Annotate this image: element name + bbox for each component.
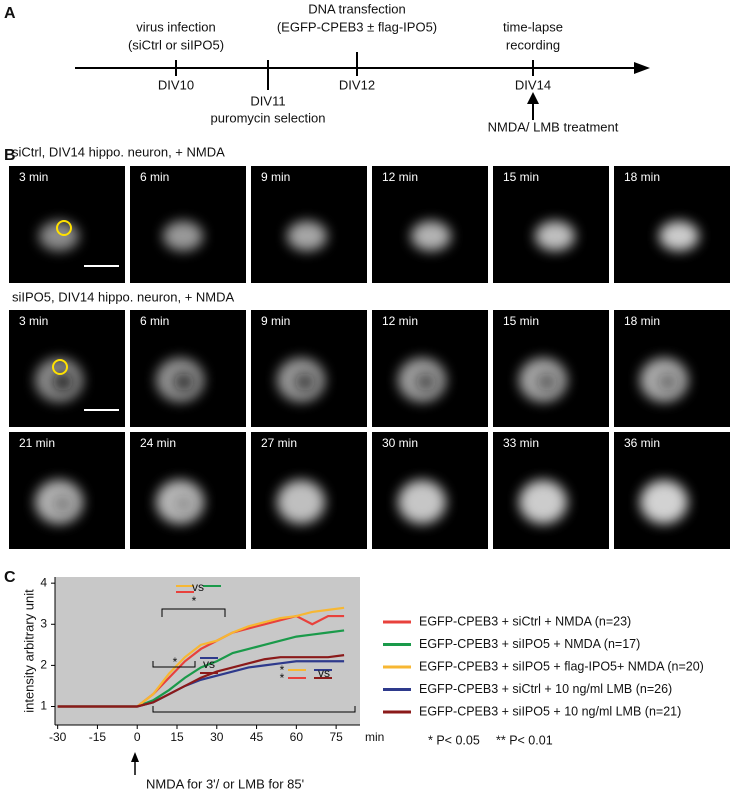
x-tick-label: -30: [49, 730, 67, 744]
nucleus: [174, 373, 194, 391]
legend-label: EGFP-CPEB3 + siIPO5 + 10 ng/ml LMB (n=21…: [419, 704, 681, 718]
plot-area: [55, 577, 360, 725]
nucleus: [537, 373, 557, 391]
arrowhead: [527, 92, 539, 104]
frame-time: 21 min: [19, 436, 55, 450]
frame-time: 36 min: [624, 436, 660, 450]
step-label: time-lapse: [503, 19, 563, 34]
roi-circle: [56, 220, 72, 236]
bracket: [152, 661, 196, 668]
frame-time: 18 min: [624, 170, 660, 184]
frame-time: 15 min: [503, 314, 539, 328]
cell-signal: [411, 221, 451, 251]
arrowhead: [131, 752, 139, 762]
annotation: *: [192, 594, 197, 608]
arrowhead: [634, 62, 650, 74]
x-tick-label: 60: [290, 730, 304, 744]
step-detail: (siCtrl or siIPO5): [128, 37, 224, 52]
annotation: vs: [318, 666, 330, 680]
step-label: recording: [506, 37, 560, 52]
y-axis-label: intensity arbitrary unit: [21, 589, 36, 713]
condition-title: siCtrl, DIV14 hippo. neuron, + NMDA: [12, 144, 225, 159]
legend-label: EGFP-CPEB3 + siCtrl + NMDA (n=23): [419, 614, 631, 628]
frame-time: 3 min: [19, 170, 48, 184]
step-label: virus infection: [136, 19, 215, 34]
nucleus: [174, 495, 194, 513]
frame-time: 6 min: [140, 170, 169, 184]
y-tick-label: 2: [40, 658, 47, 672]
step-detail: (EGFP-CPEB3 ± flag-IPO5): [277, 19, 437, 34]
cell-signal: [640, 480, 688, 524]
frame-time: 12 min: [382, 170, 418, 184]
nucleus: [295, 373, 315, 391]
annotation: vs: [203, 657, 215, 671]
cell-signal: [659, 221, 699, 251]
legend-label: EGFP-CPEB3 + siIPO5 + NMDA (n=17): [419, 637, 640, 651]
step-label: DNA transfection: [308, 1, 406, 16]
legend-label: EGFP-CPEB3 + siIPO5 + flag-IPO5+ NMDA (n…: [419, 659, 704, 673]
day-label: DIV11: [250, 93, 285, 108]
nucleus: [416, 373, 436, 391]
x-tick-label: 0: [134, 730, 141, 744]
frame-time: 24 min: [140, 436, 176, 450]
y-tick-label: 3: [40, 616, 47, 630]
day-label: DIV12: [339, 77, 375, 92]
annotation: vs: [192, 580, 204, 594]
x-tick-label: 75: [329, 730, 343, 744]
step-label: puromycin selection: [211, 110, 326, 125]
cell-signal: [519, 480, 567, 524]
annotation: *: [173, 655, 178, 669]
series-line: [57, 654, 345, 708]
frame-time: 30 min: [382, 436, 418, 450]
chart: NMDA for 3'/ or LMB for 85' 1 2 3 4 -30 -15 0 1…: [21, 575, 703, 791]
condition-title: siIPO5, DIV14 hippo. neuron, + NMDA: [12, 289, 235, 304]
imaging: siCtrl, DIV14 hippo. neuron, + NMDA siIPO…: [9, 144, 730, 549]
nucleus: [53, 373, 73, 391]
significance-note: ** P< 0.01: [496, 733, 553, 747]
frame-time: 33 min: [503, 436, 539, 450]
x-tick-label: -15: [89, 730, 107, 744]
frame-time: 3 min: [19, 314, 48, 328]
frame-time: 6 min: [140, 314, 169, 328]
legend-label: EGFP-CPEB3 + siCtrl + 10 ng/ml LMB (n=26…: [419, 682, 672, 696]
frame-time: 9 min: [261, 314, 290, 328]
cell-signal: [277, 480, 325, 524]
bracket: [161, 608, 226, 617]
timeline: virus infection (siCtrl or siIPO5) DIV10…: [75, 1, 650, 134]
panel-label: A: [4, 5, 16, 22]
frame-time: 15 min: [503, 170, 539, 184]
nucleus: [53, 495, 73, 513]
day-label: DIV14: [515, 77, 551, 92]
frame-time: 9 min: [261, 170, 290, 184]
y-tick-label: 1: [40, 699, 47, 713]
y-tick-label: 4: [40, 575, 47, 589]
cell-signal: [287, 221, 327, 251]
cell-signal: [398, 480, 446, 524]
annotation: *: [280, 671, 285, 685]
frame-time: 27 min: [261, 436, 297, 450]
significance-note: * P< 0.05: [428, 733, 480, 747]
nucleus: [658, 373, 678, 391]
day-label: DIV10: [158, 77, 194, 92]
roi-circle: [52, 359, 68, 375]
x-tick-label: 45: [250, 730, 264, 744]
panel-label: C: [4, 569, 16, 586]
step-label: NMDA/ LMB treatment: [488, 119, 619, 134]
cell-signal: [39, 221, 79, 251]
cell-signal: [163, 221, 203, 251]
x-tick-label: 15: [170, 730, 184, 744]
frame-time: 18 min: [624, 314, 660, 328]
x-tick-label: 30: [210, 730, 224, 744]
cell-signal: [535, 221, 575, 251]
x-unit: min: [365, 730, 384, 744]
panel-label: B: [4, 147, 16, 164]
annotation: *: [280, 663, 285, 677]
frame-time: 12 min: [382, 314, 418, 328]
treatment-note: NMDA for 3'/ or LMB for 85': [146, 776, 304, 791]
